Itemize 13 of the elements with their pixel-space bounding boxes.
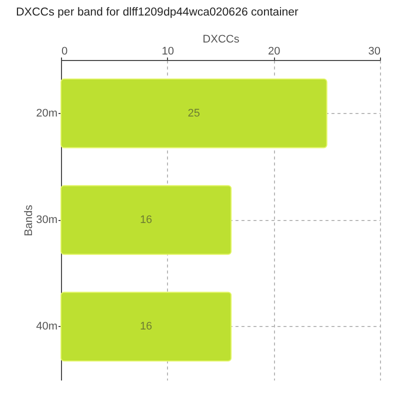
x-tick-label: 0 [62,46,68,58]
y-tick-label: 30m [36,214,58,226]
x-tick-label: 30 [368,46,380,58]
y-axis-title: Bands [23,204,36,236]
chart-title: DXCCs per band for dlff1209dp44wca020626 container [16,6,299,18]
data-label: 16 [140,320,152,333]
y-tick-label: 40m [36,320,58,333]
x-tick-label: 20 [268,46,280,58]
x-axis-title: DXCCs [202,34,240,46]
x-tick-label: 10 [162,46,174,58]
data-label: 16 [140,214,152,226]
data-label: 25 [188,107,200,120]
y-tick-label: 20m [36,107,58,120]
